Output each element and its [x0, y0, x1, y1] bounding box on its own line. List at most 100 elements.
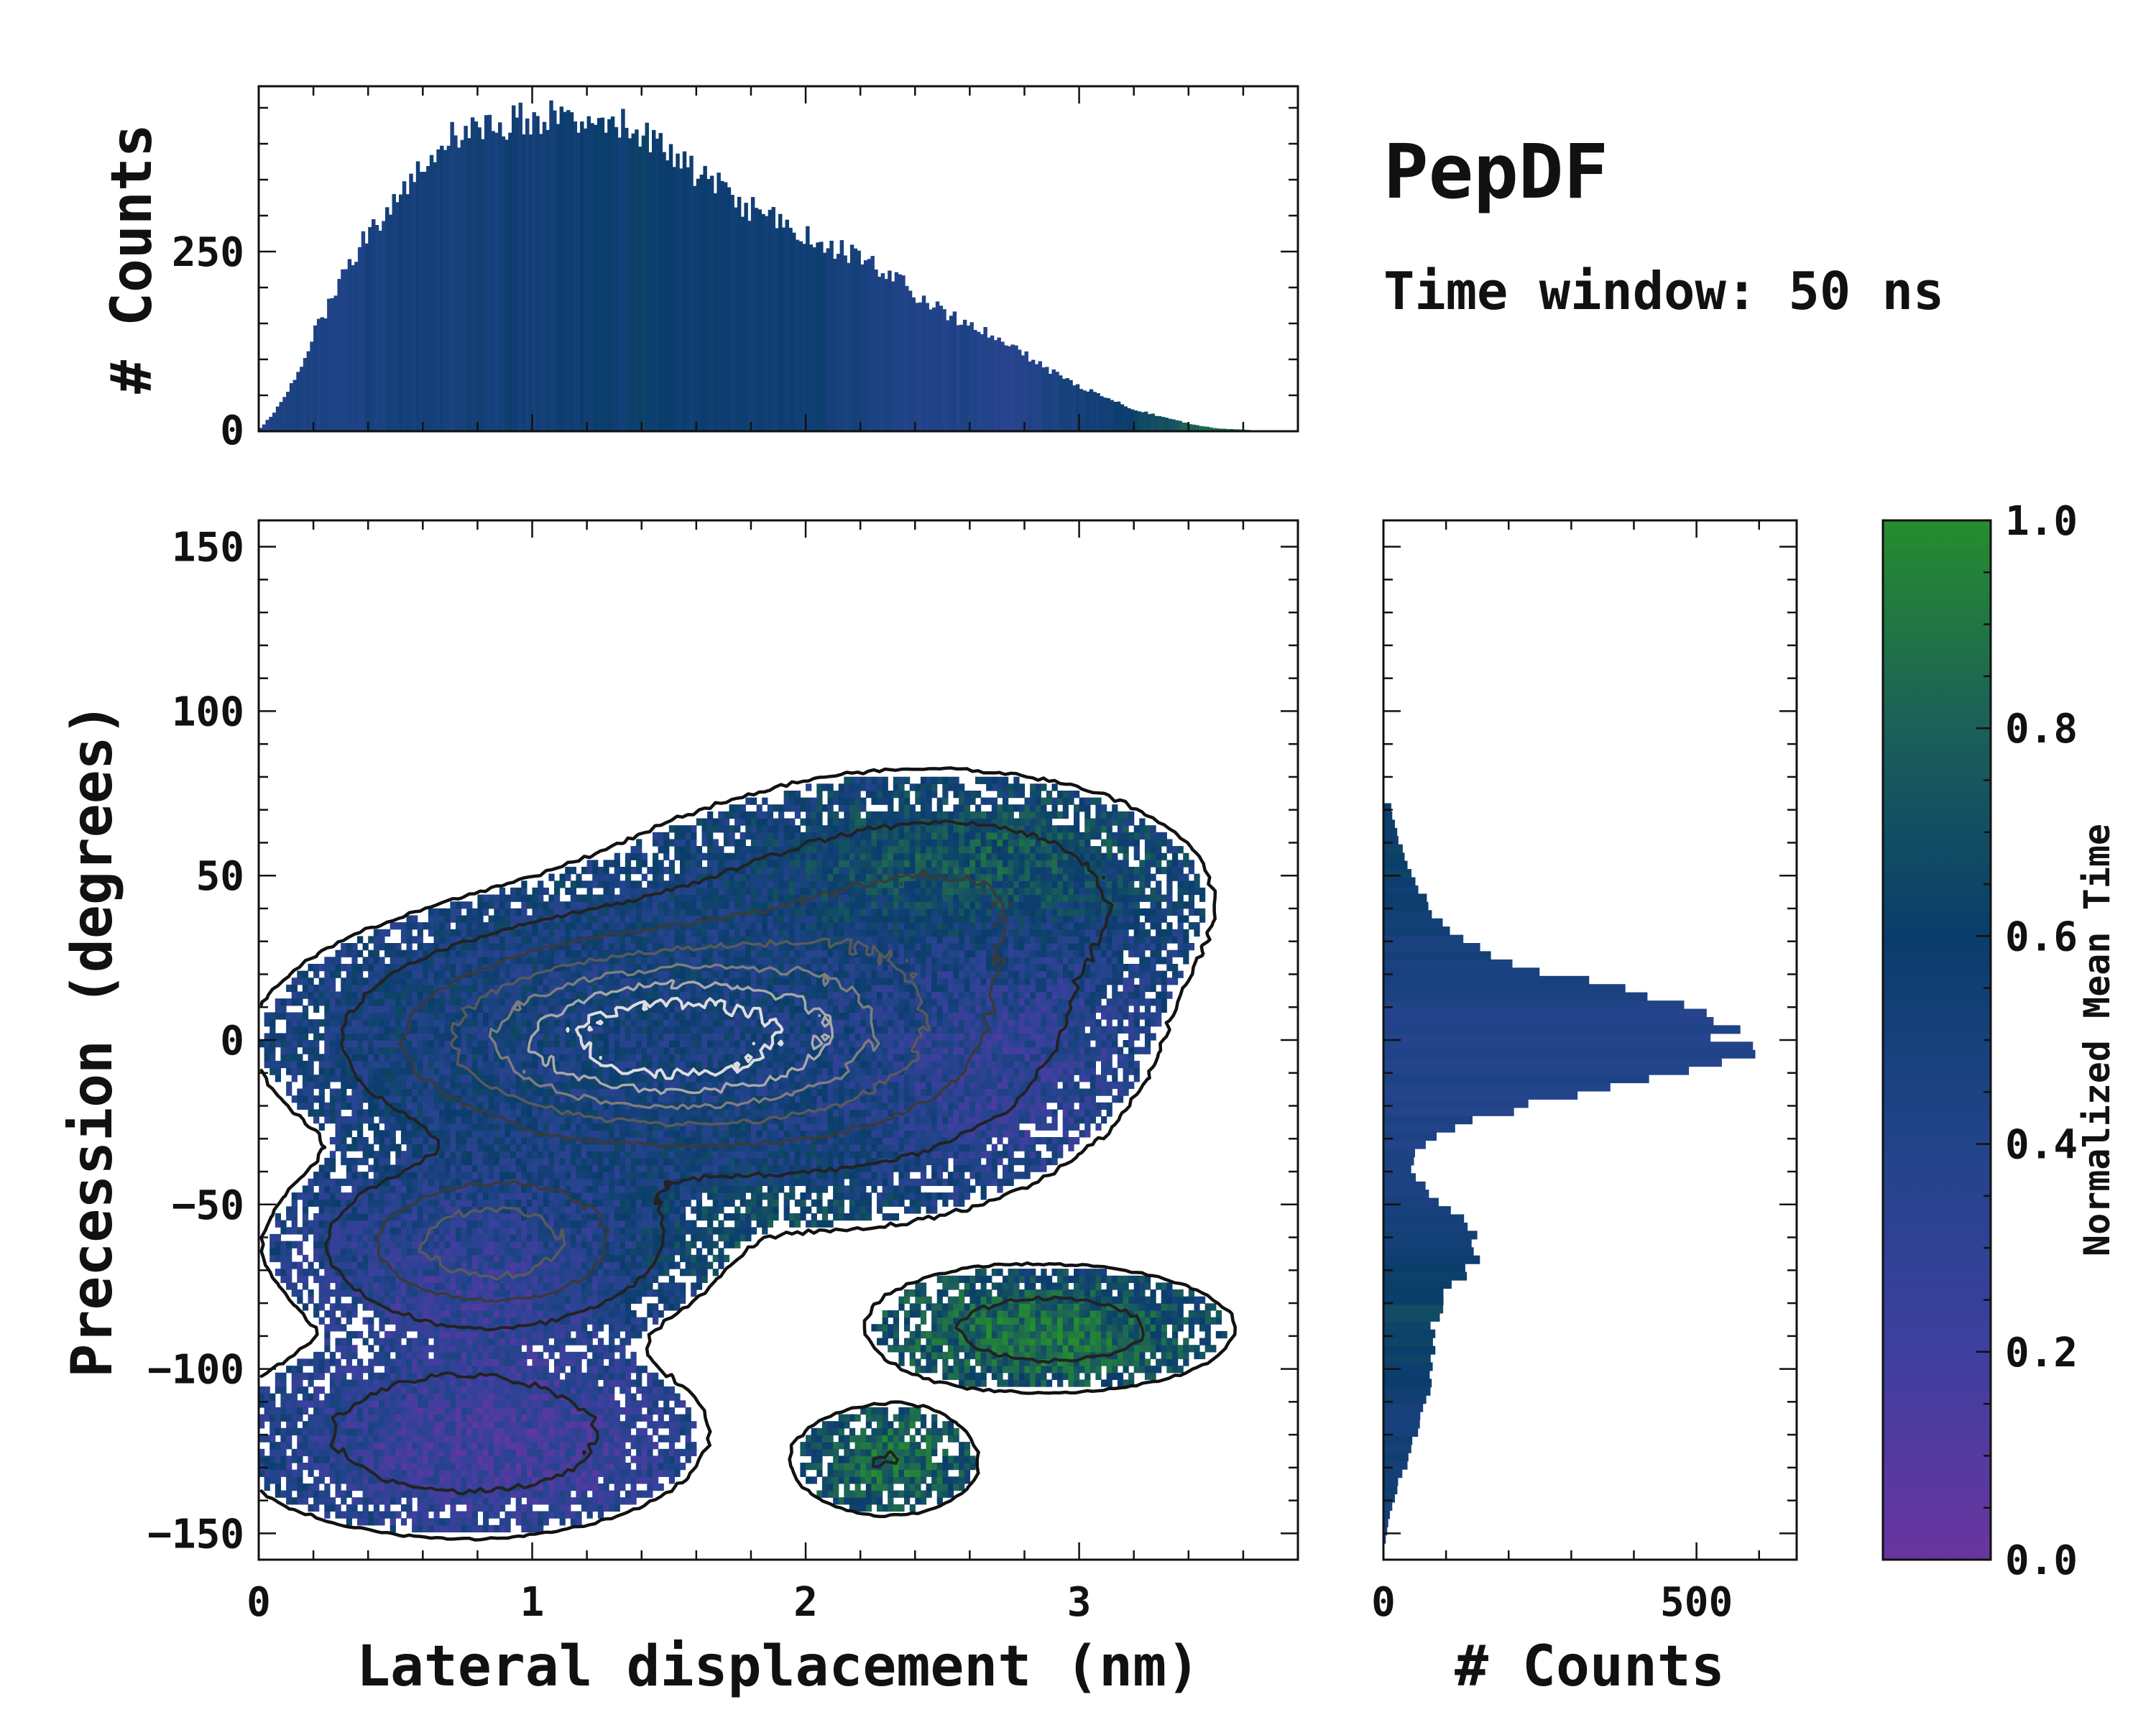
- heatmap-cell: [456, 1414, 461, 1422]
- heatmap-cell: [883, 1484, 888, 1491]
- heatmap-cell: [412, 1352, 418, 1359]
- heatmap-cell: [592, 1476, 598, 1484]
- heatmap-cell: [631, 1414, 637, 1422]
- heatmap-cell: [418, 1414, 423, 1422]
- heatmap-cell: [576, 1442, 581, 1449]
- heatmap-cell: [653, 1484, 658, 1491]
- heatmap-cell: [691, 1206, 696, 1213]
- heatmap-cell: [505, 1262, 511, 1269]
- heatmap-cell: [598, 1227, 604, 1234]
- heatmap-cell: [592, 1366, 598, 1373]
- heatmap-cell: [1178, 1345, 1184, 1352]
- heatmap-cell: [297, 1455, 303, 1463]
- heatmap-cell: [669, 1421, 675, 1428]
- heatmap-cell: [292, 1414, 298, 1422]
- heatmap-cell: [636, 1282, 642, 1289]
- heatmap-cell: [1046, 1338, 1052, 1346]
- heatmap-cell: [1172, 1345, 1178, 1352]
- heatmap-cell: [948, 1484, 954, 1491]
- heatmap-cell: [418, 1421, 423, 1428]
- heatmap-cell: [921, 1366, 926, 1373]
- heatmap-cell: [303, 1449, 308, 1456]
- histogram-bar: [344, 270, 348, 432]
- heatmap-cell: [533, 1442, 538, 1449]
- heatmap-cell: [456, 1449, 461, 1456]
- heatmap-cell: [898, 1185, 904, 1192]
- heatmap-cell: [461, 1449, 467, 1456]
- histogram-bar: [423, 172, 426, 431]
- histogram-bar: [327, 299, 331, 431]
- heatmap-cell: [456, 1400, 461, 1407]
- heatmap-cell: [395, 1449, 401, 1456]
- heatmap-cell: [773, 1200, 778, 1207]
- heatmap-cell: [1030, 1331, 1036, 1338]
- heatmap-cell: [849, 1213, 855, 1220]
- heatmap-cell: [625, 1463, 631, 1470]
- heatmap-cell: [587, 1338, 593, 1346]
- heatmap-cell: [806, 1220, 811, 1228]
- heatmap-cell: [297, 1470, 303, 1477]
- heatmap-cell: [319, 1470, 325, 1477]
- heatmap-cell: [997, 1324, 1003, 1331]
- heatmap-cell: [379, 1435, 384, 1443]
- heatmap-cell: [292, 1220, 298, 1228]
- heatmap-cell: [275, 1379, 281, 1386]
- heatmap-cell: [888, 1484, 893, 1491]
- heatmap-cell: [516, 1400, 522, 1407]
- heatmap-cell: [395, 1470, 401, 1477]
- heatmap-cell: [806, 1185, 811, 1192]
- heatmap-cell: [401, 1442, 407, 1449]
- heatmap-cell: [472, 1192, 478, 1200]
- heatmap-cell: [871, 1491, 877, 1498]
- heatmap-cell: [1161, 1358, 1167, 1366]
- heatmap-cell: [533, 1449, 538, 1456]
- heatmap-cell: [548, 1421, 554, 1428]
- heatmap-cell: [368, 1366, 374, 1373]
- heatmap-cell: [636, 1324, 642, 1331]
- heatmap-cell: [1139, 1366, 1145, 1373]
- heatmap-cell: [1030, 1366, 1036, 1373]
- heatmap-cell: [456, 1352, 461, 1359]
- heatmap-cell: [576, 1470, 581, 1477]
- heatmap-cell: [270, 1255, 275, 1262]
- heatmap-cell: [461, 1289, 467, 1297]
- heatmap-cell: [505, 1455, 511, 1463]
- histogram-bar: [922, 295, 926, 431]
- heatmap-cell: [450, 1317, 456, 1325]
- heatmap-cell: [740, 1192, 746, 1200]
- heatmap-cell: [324, 1185, 330, 1192]
- heatmap-cell: [1107, 1324, 1112, 1331]
- heatmap-cell: [992, 1317, 998, 1325]
- heatmap-cell: [604, 1491, 609, 1498]
- heatmap-cell: [418, 1255, 423, 1262]
- heatmap-cell: [658, 1470, 664, 1477]
- heatmap-cell: [1210, 1303, 1216, 1310]
- heatmap-cell: [1074, 1276, 1079, 1283]
- heatmap-cell: [1052, 1331, 1058, 1338]
- heatmap-cell: [663, 1435, 669, 1443]
- heatmap-cell: [363, 1455, 369, 1463]
- histogram-bar: [269, 417, 272, 431]
- heatmap-cell: [324, 1282, 330, 1289]
- heatmap-cell: [543, 1518, 549, 1525]
- histogram-bar: [908, 290, 912, 431]
- heatmap-cell: [1123, 1289, 1129, 1297]
- heatmap-cell: [598, 1414, 604, 1422]
- heatmap-cell: [921, 1449, 926, 1456]
- heatmap-cell: [604, 1400, 609, 1407]
- heatmap-cell: [303, 1442, 308, 1449]
- heatmap-cell: [614, 1262, 620, 1269]
- heatmap-cell: [483, 1476, 489, 1484]
- histogram-bar: [655, 139, 659, 431]
- heatmap-cell: [636, 1366, 642, 1373]
- histogram-bar: [290, 383, 293, 431]
- heatmap-cell: [581, 1289, 587, 1297]
- heatmap-cell: [533, 1282, 538, 1289]
- heatmap-cell: [357, 1484, 363, 1491]
- heatmap-cell: [1084, 1276, 1090, 1283]
- heatmap-cell: [516, 1463, 522, 1470]
- heatmap-cell: [472, 1435, 478, 1443]
- heatmap-cell: [1189, 1317, 1194, 1325]
- heatmap-cell: [297, 1449, 303, 1456]
- heatmap-cell: [959, 1455, 964, 1463]
